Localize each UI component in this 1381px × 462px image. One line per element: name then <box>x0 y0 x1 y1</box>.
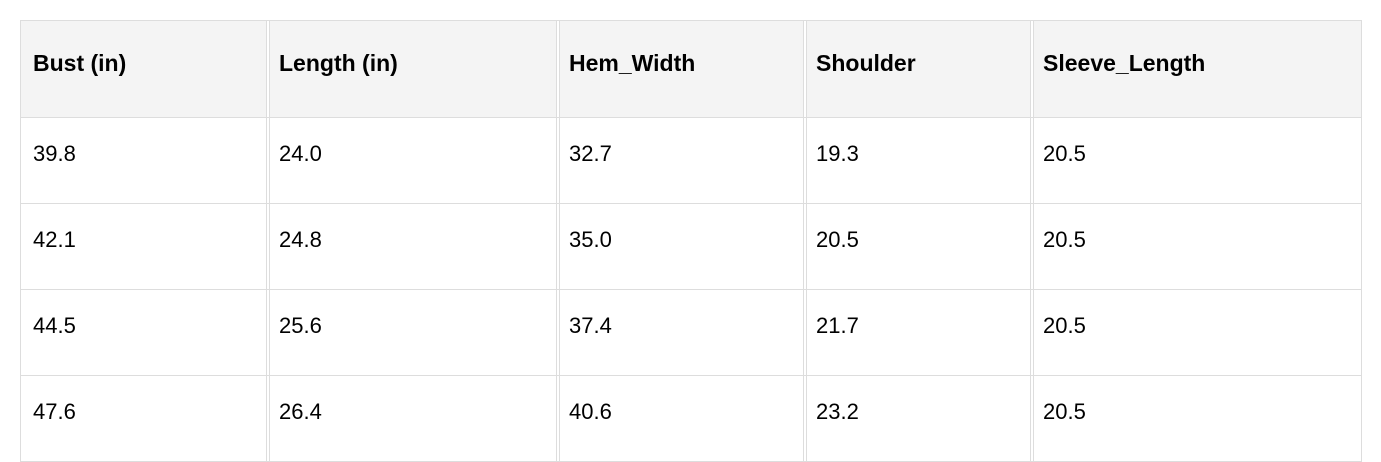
table-cell: 26.4 <box>266 375 557 462</box>
table-cell: 24.8 <box>266 203 557 290</box>
table-row: 42.1 24.8 35.0 20.5 20.5 <box>20 203 1362 290</box>
header-bust: Bust (in) <box>20 20 267 118</box>
header-row: Bust (in) Length (in) Hem_Width Shoulder… <box>20 20 1362 118</box>
table-cell: 32.7 <box>556 117 804 204</box>
table-cell: 35.0 <box>556 203 804 290</box>
table-cell: 20.5 <box>803 203 1031 290</box>
table-cell: 19.3 <box>803 117 1031 204</box>
table-cell: 25.6 <box>266 289 557 376</box>
table-cell: 39.8 <box>20 117 267 204</box>
header-sleeve-length: Sleeve_Length <box>1030 20 1362 118</box>
table-cell: 24.0 <box>266 117 557 204</box>
table-row: 44.5 25.6 37.4 21.7 20.5 <box>20 289 1362 376</box>
table-cell: 20.5 <box>1030 203 1362 290</box>
size-table: Bust (in) Length (in) Hem_Width Shoulder… <box>20 20 1362 462</box>
table-cell: 47.6 <box>20 375 267 462</box>
table-cell: 23.2 <box>803 375 1031 462</box>
table-cell: 42.1 <box>20 203 267 290</box>
table-cell: 20.5 <box>1030 375 1362 462</box>
table-cell: 21.7 <box>803 289 1031 376</box>
table-cell: 40.6 <box>556 375 804 462</box>
table-cell: 20.5 <box>1030 289 1362 376</box>
header-shoulder: Shoulder <box>803 20 1031 118</box>
table-cell: 37.4 <box>556 289 804 376</box>
header-hem-width: Hem_Width <box>556 20 804 118</box>
header-length: Length (in) <box>266 20 557 118</box>
table-cell: 20.5 <box>1030 117 1362 204</box>
table-cell: 44.5 <box>20 289 267 376</box>
table-row: 47.6 26.4 40.6 23.2 20.5 <box>20 375 1362 462</box>
table-row: 39.8 24.0 32.7 19.3 20.5 <box>20 117 1362 204</box>
